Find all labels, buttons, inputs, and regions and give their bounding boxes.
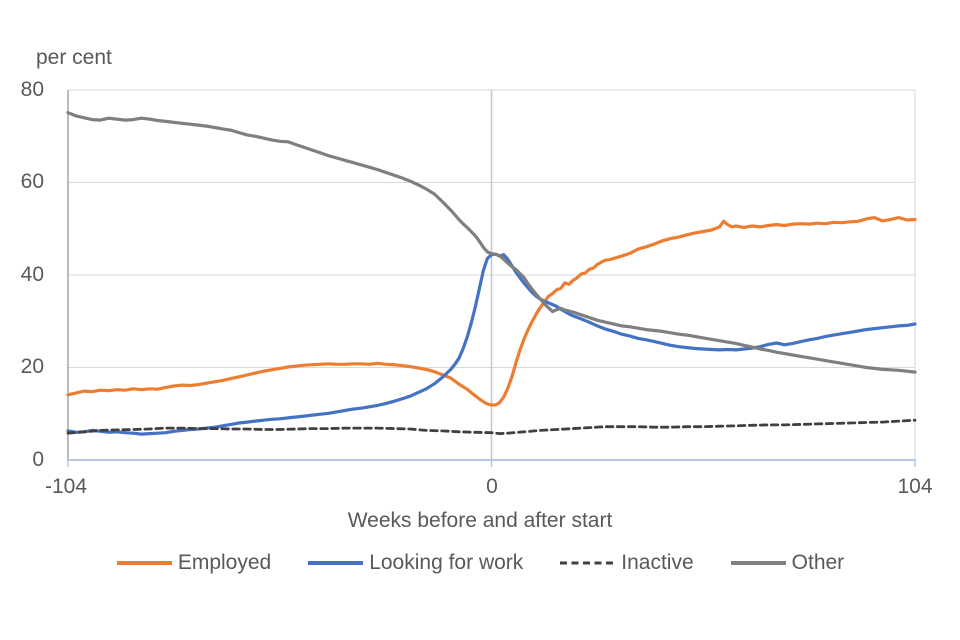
legend-line-icon-other <box>730 559 787 567</box>
legend-item-looking-for-work: Looking for work <box>307 551 523 575</box>
legend-item-inactive: Inactive <box>559 551 694 575</box>
chart-legend: Employed Looking for work Inactive Other <box>0 551 960 575</box>
x-axis-title: Weeks before and after start <box>347 509 613 532</box>
legend-line-icon-inactive <box>559 559 616 567</box>
legend-item-other: Other <box>730 551 845 575</box>
y-tick-label-60: 60 <box>20 170 44 193</box>
legend-label-employed: Employed <box>177 551 272 574</box>
y-axis-unit-label: per cent <box>36 46 112 69</box>
y-tick-label-40: 40 <box>20 263 44 286</box>
legend-label-inactive: Inactive <box>621 551 694 574</box>
y-tick-label-0: 0 <box>32 448 44 471</box>
x-tick-label-0: 0 <box>486 475 498 498</box>
legend-label-other: Other <box>791 551 845 574</box>
x-tick-label-104: 104 <box>897 475 933 498</box>
y-tick-label-20: 20 <box>20 355 44 378</box>
legend-line-icon-employed <box>116 559 173 567</box>
y-tick-label-80: 80 <box>20 78 44 101</box>
legend-line-icon-looking-for-work <box>307 559 364 567</box>
legend-label-looking-for-work: Looking for work <box>369 551 524 574</box>
x-tick-label-minus-104: -104 <box>44 475 88 498</box>
legend-item-employed: Employed <box>116 551 271 575</box>
